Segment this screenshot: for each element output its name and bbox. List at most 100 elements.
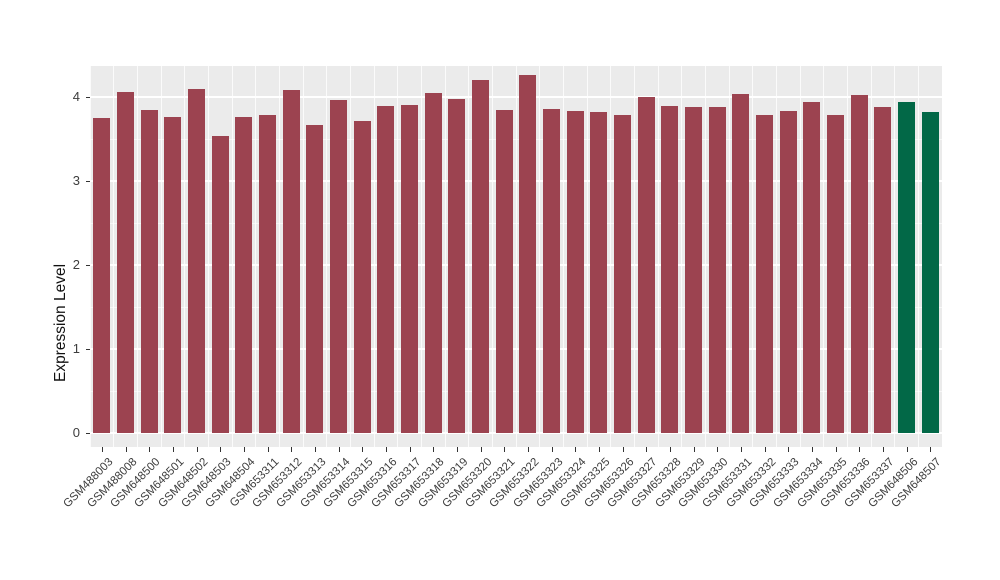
vertical-gridline <box>823 66 825 447</box>
x-tick-mark <box>220 447 222 452</box>
bar-GSM653320 <box>472 80 489 433</box>
bar-GSM653321 <box>495 109 513 433</box>
y-tick-label: 2 <box>72 257 80 272</box>
vertical-gridline <box>255 66 257 447</box>
y-tick-label: 0 <box>72 425 80 440</box>
vertical-gridline <box>752 66 754 447</box>
vertical-gridline <box>468 66 470 447</box>
bar-GSM488003 <box>93 118 111 433</box>
vertical-gridline <box>562 66 564 447</box>
bar-GSM653322 <box>519 75 537 433</box>
vertical-gridline <box>444 66 446 447</box>
vertical-gridline <box>302 66 304 447</box>
vertical-gridline <box>397 66 399 447</box>
x-tick-mark <box>811 447 813 452</box>
vertical-gridline <box>326 66 328 447</box>
x-tick-mark <box>314 447 316 452</box>
bar-GSM653335 <box>827 114 844 433</box>
x-tick-mark <box>480 447 482 452</box>
bar-GSM653326 <box>614 114 631 433</box>
vertical-gridline <box>491 66 493 447</box>
bar-GSM653323 <box>543 108 560 433</box>
bar-GSM653311 <box>259 114 276 433</box>
bar-GSM648503 <box>211 135 229 433</box>
bar-GSM653328 <box>661 106 679 433</box>
bar-GSM653334 <box>803 102 821 433</box>
x-tick-mark <box>835 447 837 452</box>
x-tick-mark <box>764 447 766 452</box>
bar-GSM653319 <box>448 98 466 433</box>
x-tick-mark <box>669 447 671 452</box>
x-tick-mark <box>646 447 648 452</box>
x-tick-mark <box>930 447 932 452</box>
bar-GSM653330 <box>708 107 726 433</box>
x-tick-mark <box>101 447 103 452</box>
y-tick-label: 1 <box>72 341 80 356</box>
x-tick-mark <box>693 447 695 452</box>
vertical-gridline <box>207 66 209 447</box>
bar-GSM648500 <box>140 110 158 433</box>
bar-GSM653314 <box>330 100 347 433</box>
bar-GSM653332 <box>756 115 773 433</box>
vertical-gridline <box>610 66 612 447</box>
x-tick-mark <box>788 447 790 452</box>
x-tick-mark <box>859 447 861 452</box>
bar-GSM653331 <box>732 93 750 433</box>
bar-GSM653329 <box>685 107 702 433</box>
x-tick-mark <box>551 447 553 452</box>
bar-GSM653318 <box>424 92 442 433</box>
vertical-gridline <box>799 66 801 447</box>
x-tick-mark <box>575 447 577 452</box>
x-tick-mark <box>362 447 364 452</box>
y-tick-mark <box>86 265 90 266</box>
bar-GSM648501 <box>164 117 182 433</box>
y-axis-title: Expression Level <box>52 263 69 382</box>
x-tick-mark <box>267 447 269 452</box>
vertical-gridline <box>870 66 872 447</box>
bar-GSM648504 <box>235 117 253 433</box>
x-tick-mark <box>243 447 245 452</box>
bar-GSM653324 <box>566 111 584 433</box>
x-tick-mark <box>527 447 529 452</box>
x-tick-mark <box>598 447 600 452</box>
x-tick-mark <box>740 447 742 452</box>
x-tick-mark <box>409 447 411 452</box>
bar-GSM648507 <box>921 112 939 433</box>
y-tick-label: 3 <box>72 173 80 188</box>
vertical-gridline <box>704 66 706 447</box>
x-tick-mark <box>125 447 127 452</box>
x-tick-mark <box>338 447 340 452</box>
bar-GSM653336 <box>850 95 868 433</box>
bar-GSM653316 <box>377 106 395 433</box>
vertical-gridline <box>775 66 777 447</box>
x-tick-mark <box>172 447 174 452</box>
x-tick-mark <box>291 447 293 452</box>
vertical-gridline <box>586 66 588 447</box>
y-tick-label: 4 <box>72 89 80 104</box>
bar-GSM488008 <box>117 91 134 433</box>
vertical-gridline <box>184 66 186 447</box>
vertical-gridline <box>894 66 896 447</box>
vertical-gridline <box>728 66 730 447</box>
vertical-gridline <box>420 66 422 447</box>
x-tick-mark <box>196 447 198 452</box>
vertical-gridline <box>539 66 541 447</box>
x-tick-mark <box>622 447 624 452</box>
bar-GSM653333 <box>779 111 797 433</box>
bar-GSM653313 <box>306 124 324 433</box>
bar-GSM653325 <box>590 112 608 433</box>
vertical-gridline <box>633 66 635 447</box>
vertical-gridline <box>136 66 138 447</box>
plot-panel <box>89 66 943 447</box>
vertical-gridline <box>515 66 517 447</box>
x-tick-mark <box>433 447 435 452</box>
vertical-gridline <box>349 66 351 447</box>
bar-GSM648506 <box>898 102 915 433</box>
x-tick-mark <box>717 447 719 452</box>
vertical-gridline <box>657 66 659 447</box>
vertical-gridline <box>160 66 162 447</box>
x-tick-mark <box>385 447 387 452</box>
y-tick-mark <box>86 181 90 182</box>
bar-GSM653315 <box>353 121 371 433</box>
y-tick-mark <box>86 97 90 98</box>
